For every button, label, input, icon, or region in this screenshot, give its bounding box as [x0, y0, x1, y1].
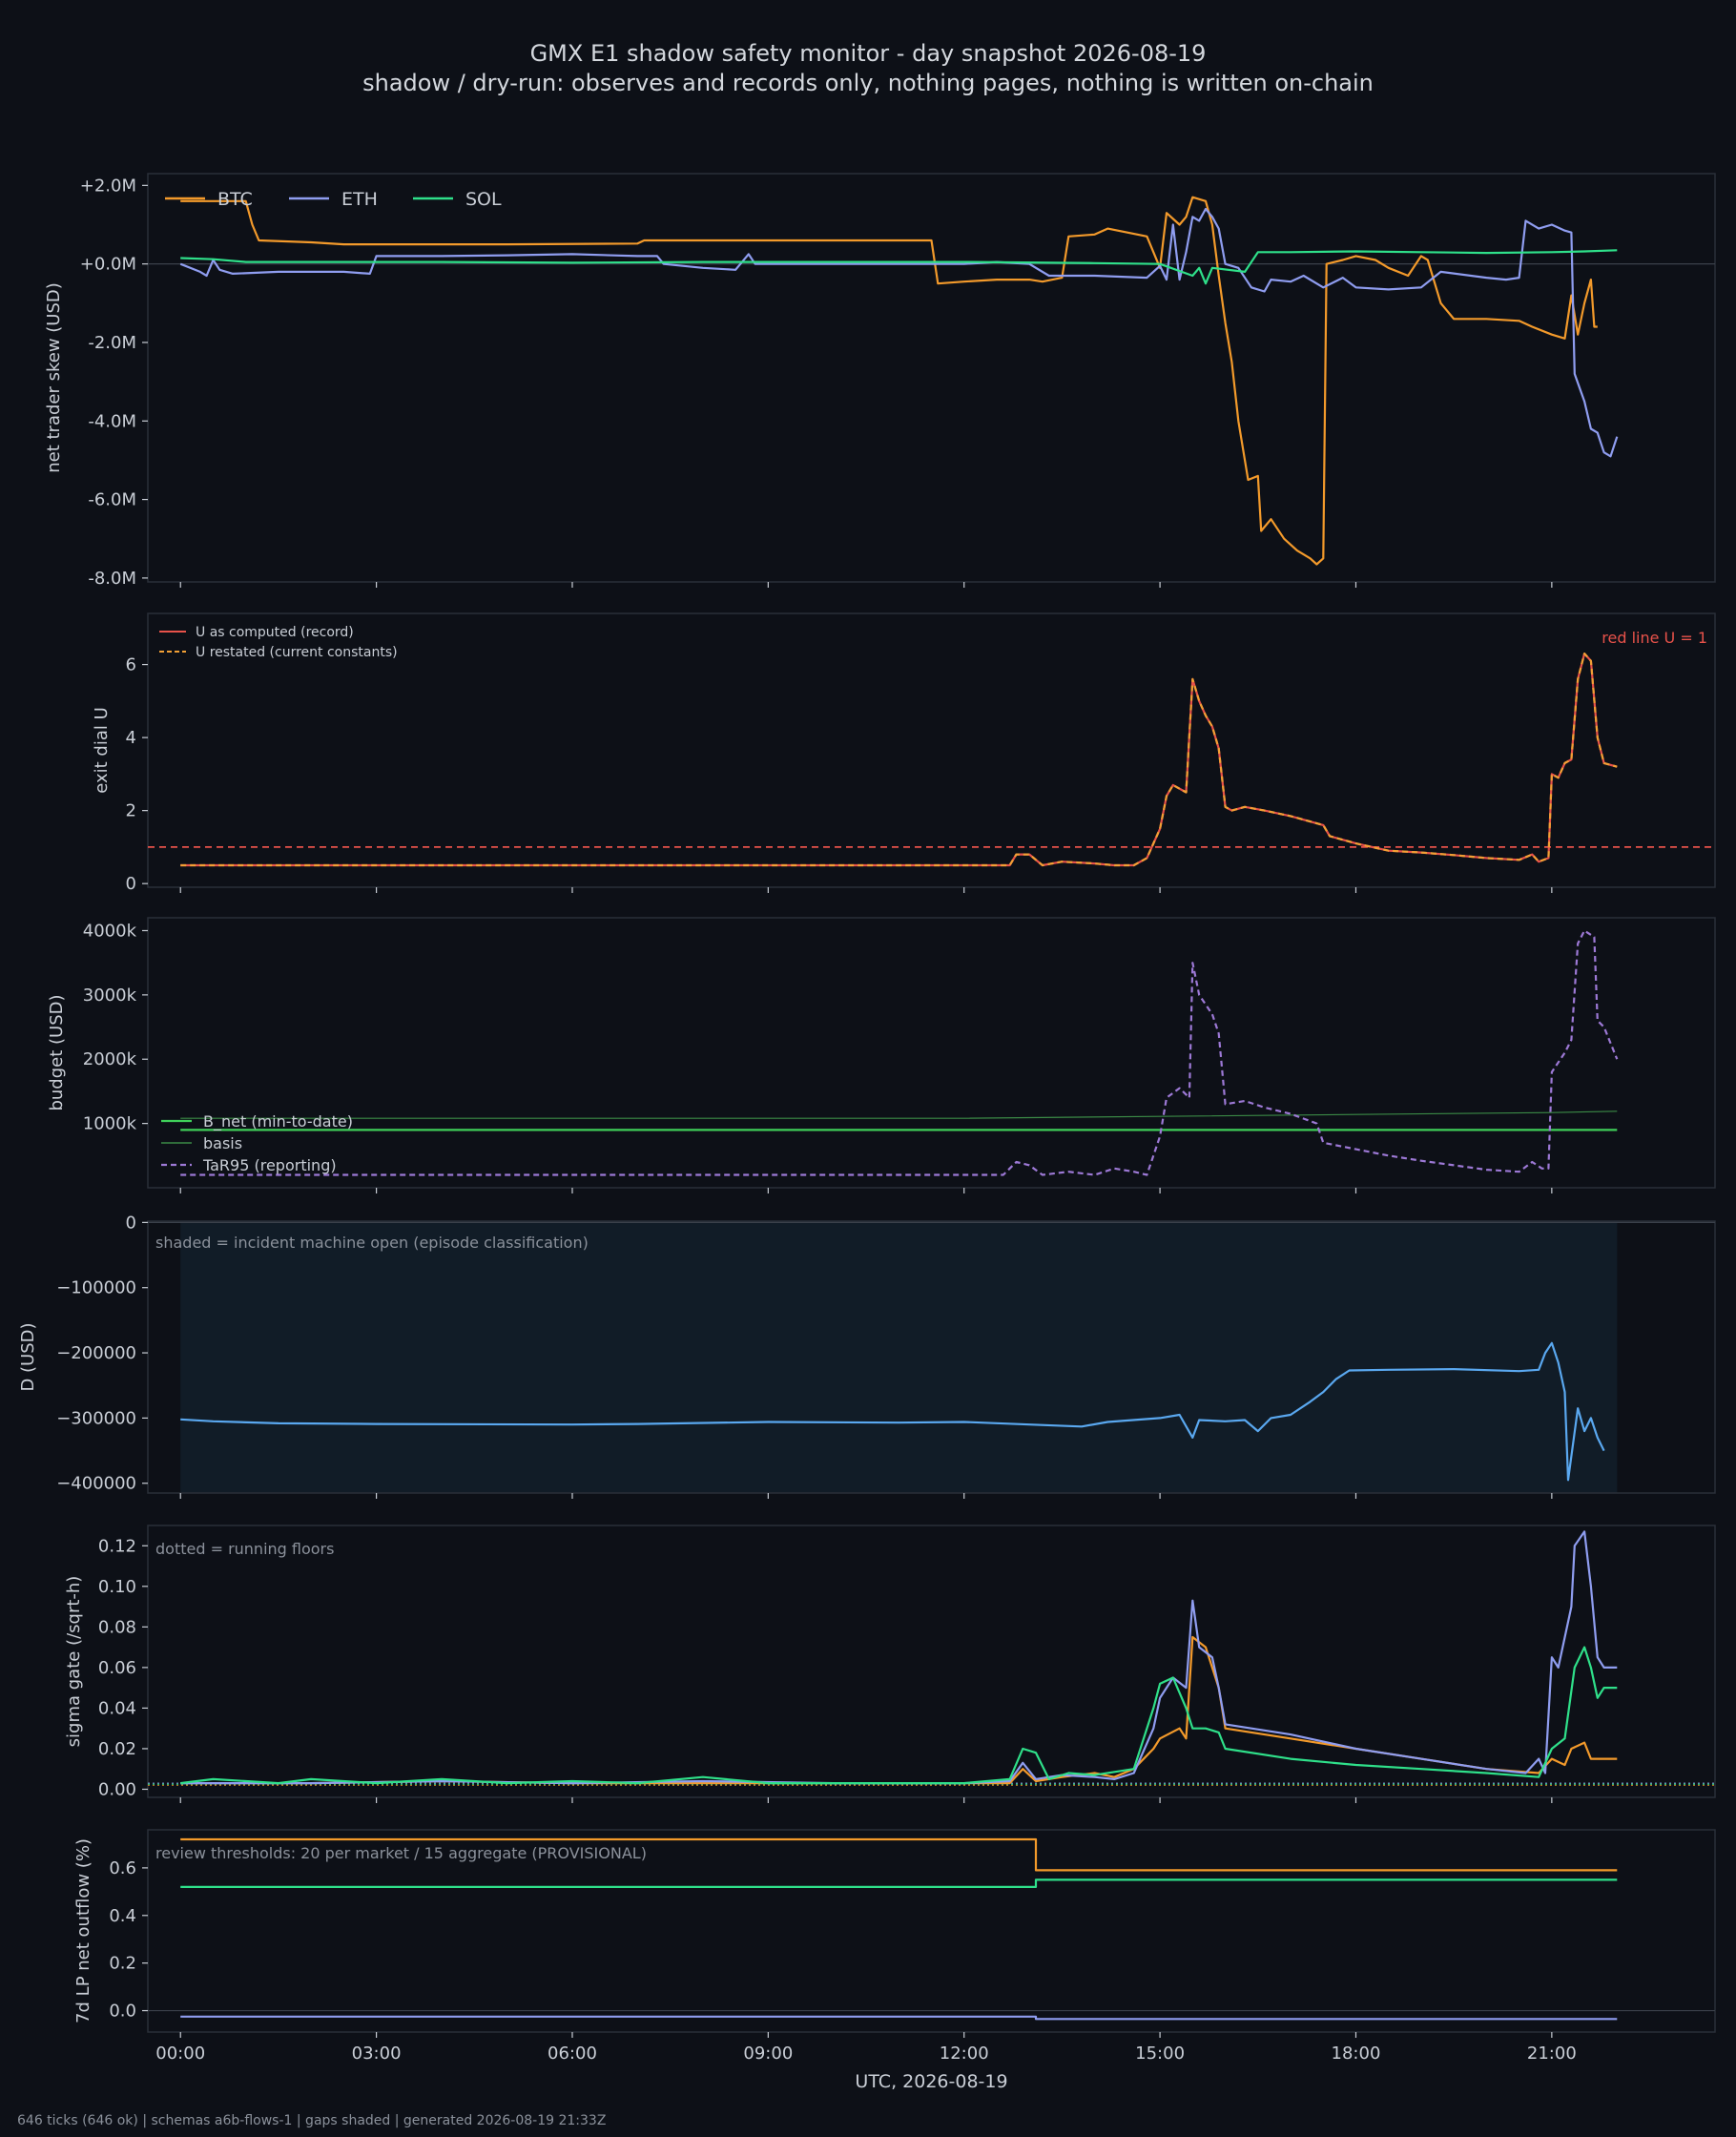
panel-1: +2.0M +0.0M -2.0M -4.0M -6.0M -8.0M net trader…	[44, 173, 1716, 589]
y-tick-label: 0.4	[109, 1906, 136, 1926]
y-tick-label: -2.0M	[88, 333, 136, 353]
legend-label: SOL	[465, 189, 502, 210]
legend-label: ETH	[341, 189, 378, 210]
y-axis-label: 7d LP net outflow (%)	[73, 1838, 93, 2023]
series-line-btc	[180, 1635, 1618, 1785]
series-line-eth	[180, 1530, 1618, 1785]
y-tick-label: 0.10	[98, 1577, 136, 1597]
y-tick-label: 0.12	[98, 1536, 136, 1556]
legend-label: U restated (current constants)	[196, 645, 398, 660]
panel-annotation: dotted = running floors	[155, 1540, 334, 1558]
incident-shaded-region	[180, 1221, 1618, 1493]
x-tick-label: 03:00	[352, 2044, 402, 2064]
legend-label: basis	[203, 1134, 242, 1152]
y-tick-label: 3000k	[83, 986, 137, 1006]
panel-annotation: review thresholds: 20 per market / 15 ag…	[155, 1844, 647, 1862]
panel-frame	[147, 1220, 1716, 1494]
panel-frame	[147, 917, 1716, 1189]
chart-title: GMX E1 shadow safety monitor - day snaps…	[529, 40, 1207, 67]
y-tick-label: −100000	[56, 1278, 136, 1298]
series-line-basis	[180, 1110, 1618, 1119]
y-tick-label: +0.0M	[80, 255, 136, 275]
series-line-sol	[180, 1646, 1618, 1785]
panel-6: 0.0 0.2 0.4 0.6 00:00 03:00 06:00 09:00 12:00 15:…	[73, 1829, 1716, 2092]
shaded-region-label: shaded = incident machine open (episode …	[155, 1234, 589, 1252]
x-tick-label: 18:00	[1332, 2044, 1381, 2064]
x-tick-label: 09:00	[743, 2044, 793, 2064]
y-tick-label: −400000	[56, 1474, 136, 1494]
y-tick-label: -6.0M	[88, 490, 136, 510]
y-axis-label: exit dial U	[92, 707, 112, 794]
y-tick-label: 0.6	[109, 1858, 136, 1878]
series-line-u-restated-current-constants	[180, 653, 1618, 867]
footer-status: 646 ticks (646 ok) | schemas a6b-flows-1…	[17, 2113, 607, 2128]
panel-3: 1000k 2000k 3000k 4000k budget (USD) B_net (m…	[47, 917, 1716, 1193]
chart-subtitle: shadow / dry-run: observes and records o…	[362, 70, 1374, 96]
y-tick-label: 0.08	[98, 1617, 136, 1637]
panel-5: 0.00 0.02 0.04 0.06 0.08 0.10 0.12 sigma gate (…	[64, 1525, 1716, 1803]
legend-label: B_net (min-to-date)	[203, 1112, 353, 1131]
series-line-eth	[180, 2015, 1618, 2021]
series-line-eth	[179, 207, 1619, 458]
series-line-u-as-computed-record	[180, 653, 1618, 867]
y-tick-label: 0.02	[98, 1739, 136, 1759]
legend-label: BTC	[217, 189, 253, 210]
x-axis-label: UTC, 2026-08-19	[855, 2071, 1007, 2092]
series-line-sol	[180, 249, 1618, 285]
series-line-btc	[180, 1837, 1618, 1872]
x-tick-label: 12:00	[940, 2044, 989, 2064]
x-tick-label: 21:00	[1527, 2044, 1577, 2064]
y-tick-label: 0.2	[109, 1954, 136, 1974]
y-axis-label: D (USD)	[18, 1322, 38, 1391]
y-tick-label: -4.0M	[88, 411, 136, 431]
y-tick-label: 0.0	[109, 2002, 136, 2022]
panel-frame	[147, 1525, 1716, 1798]
y-tick-label: 0	[126, 1213, 136, 1233]
y-axis-label: net trader skew (USD)	[44, 282, 64, 473]
panel-4: 0 −100000 −200000 −300000 −400000 D (USD) shad…	[18, 1213, 1716, 1499]
y-tick-label: 2000k	[83, 1049, 137, 1069]
y-tick-label: −300000	[56, 1408, 136, 1428]
y-tick-label: 2	[126, 801, 136, 821]
y-tick-label: 0	[126, 874, 136, 894]
y-tick-label: +2.0M	[80, 176, 136, 196]
y-tick-label: 1000k	[83, 1114, 137, 1134]
panel-2: 0 2 4 6 exit dial U red line U = 1 U as comput…	[92, 612, 1716, 894]
series-line-btc	[180, 196, 1598, 566]
y-tick-label: 0.00	[98, 1779, 136, 1799]
y-tick-label: -8.0M	[88, 569, 136, 589]
panel-frame	[147, 1829, 1716, 2033]
x-tick-label: 00:00	[155, 2044, 205, 2064]
y-tick-label: 0.06	[98, 1658, 136, 1678]
panel-frame	[147, 612, 1716, 888]
legend-label: U as computed (record)	[196, 625, 354, 640]
y-tick-label: 6	[126, 655, 136, 675]
series-line-tar95-reporting	[180, 929, 1619, 1176]
y-axis-label: budget (USD)	[47, 994, 67, 1110]
y-axis-label: sigma gate (/sqrt-h)	[64, 1576, 84, 1748]
red-line-label: red line U = 1	[1602, 629, 1707, 647]
series-line-sol	[180, 1878, 1618, 1888]
y-tick-label: −200000	[56, 1343, 136, 1363]
panel-frame	[147, 173, 1716, 583]
x-tick-label: 06:00	[548, 2044, 597, 2064]
x-tick-label: 15:00	[1135, 2044, 1185, 2064]
y-tick-label: 4	[126, 728, 136, 748]
y-tick-label: 4000k	[83, 921, 137, 941]
series-line-d	[180, 1341, 1605, 1482]
y-tick-label: 0.04	[98, 1698, 136, 1718]
legend-label: TaR95 (reporting)	[202, 1156, 337, 1174]
